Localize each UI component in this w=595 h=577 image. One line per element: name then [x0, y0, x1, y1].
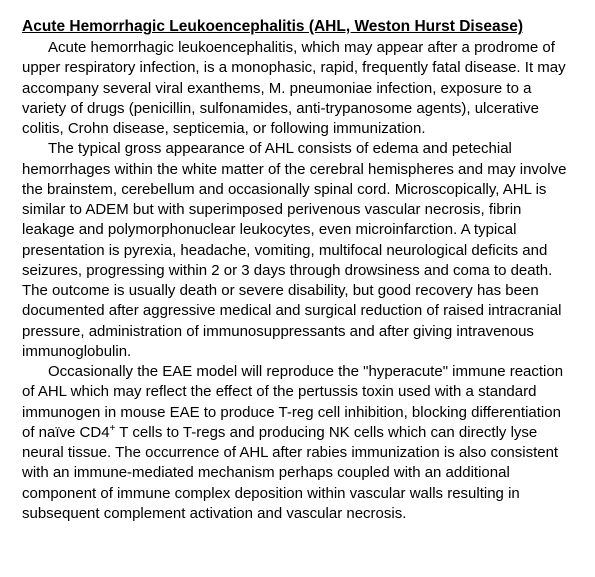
paragraph-1: Acute hemorrhagic leukoencephalitis, whi…	[22, 38, 573, 139]
paragraph-2: The typical gross appearance of AHL cons…	[22, 139, 573, 362]
paragraph-3: Occasionally the EAE model will reproduc…	[22, 362, 573, 524]
document-title: Acute Hemorrhagic Leukoencephalitis (AHL…	[22, 18, 573, 36]
